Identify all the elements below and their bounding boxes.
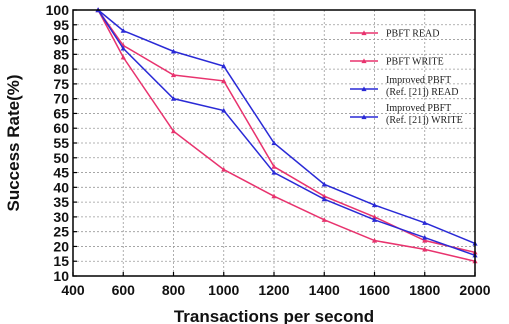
data-point	[271, 140, 277, 146]
data-point	[271, 193, 277, 199]
data-point	[371, 217, 378, 222]
y-tick-label: 15	[53, 253, 69, 269]
data-point	[321, 196, 327, 202]
data-point	[321, 181, 327, 187]
legend-marker	[361, 86, 367, 92]
legend-label: PBFT READ	[386, 29, 439, 40]
y-tick-label: 35	[53, 194, 69, 210]
data-point	[221, 78, 227, 84]
x-tick-label: 1400	[309, 282, 340, 298]
legend-label: Improved PBFT	[386, 103, 451, 114]
series-lines	[95, 7, 478, 264]
ticks: 400 600 800 1000 1200 1400 1600 1800 2000 1015202…	[46, 2, 491, 298]
y-tick-label: 90	[53, 32, 69, 48]
data-point	[422, 234, 428, 240]
series-2	[95, 7, 478, 264]
x-tick-label: 800	[162, 282, 186, 298]
series-1	[95, 7, 478, 255]
y-tick-label: 10	[53, 268, 69, 284]
data-point	[321, 193, 327, 199]
y-tick-label: 80	[53, 61, 69, 77]
x-axis-label: Transactions per second	[174, 307, 374, 324]
y-tick-label: 50	[53, 150, 69, 166]
legend-marker	[361, 30, 367, 36]
legend-label: (Ref. [21]) READ	[386, 87, 458, 98]
y-tick-label: 55	[53, 135, 69, 151]
y-tick-label: 25	[53, 224, 69, 240]
legend-marker	[361, 114, 367, 120]
data-point	[321, 217, 327, 222]
data-point	[371, 214, 378, 219]
data-point	[221, 63, 227, 69]
legend-marker	[361, 58, 367, 64]
data-point	[271, 169, 277, 175]
y-tick-label: 60	[53, 120, 69, 136]
series-4	[95, 7, 478, 258]
data-point	[120, 45, 126, 51]
data-point	[221, 107, 227, 113]
y-axis-label: Success Rate(%)	[4, 74, 23, 211]
series-line	[97, 9, 476, 257]
data-point	[120, 28, 126, 33]
x-tick-label: 400	[61, 282, 85, 298]
legend-label: Improved PBFT	[386, 75, 451, 86]
y-tick-label: 65	[53, 105, 69, 121]
series-line	[97, 9, 476, 245]
data-point	[422, 246, 428, 252]
data-point	[120, 54, 126, 60]
data-point	[170, 72, 177, 78]
x-tick-label: 1200	[258, 282, 289, 298]
y-tick-label: 40	[53, 179, 69, 195]
legend-label: (Ref. [21]) WRITE	[386, 115, 463, 126]
x-tick-label: 600	[112, 282, 136, 298]
data-point	[221, 167, 227, 172]
y-tick-label: 100	[46, 2, 70, 18]
data-point	[170, 128, 177, 134]
series-3	[95, 7, 478, 246]
grid	[72, 9, 476, 277]
y-tick-label: 20	[53, 238, 69, 254]
data-point	[422, 237, 428, 243]
y-tick-label: 95	[53, 17, 69, 33]
data-point	[170, 96, 177, 101]
y-tick-label: 45	[53, 165, 69, 181]
data-point	[371, 237, 378, 243]
x-tick-label: 2000	[459, 282, 490, 298]
y-tick-label: 30	[53, 209, 69, 225]
x-tick-label: 1800	[409, 282, 440, 298]
y-tick-label: 75	[53, 76, 69, 92]
x-tick-label: 1600	[359, 282, 390, 298]
series-line	[97, 9, 476, 262]
data-point	[371, 202, 378, 208]
series-line	[97, 9, 476, 254]
data-point	[170, 48, 177, 54]
y-tick-label: 70	[53, 91, 69, 107]
x-tick-label: 1000	[208, 282, 239, 298]
data-point	[422, 220, 428, 225]
data-point	[271, 164, 277, 169]
legend-label: PBFT WRITE	[386, 57, 444, 68]
y-tick-label: 85	[53, 46, 69, 62]
